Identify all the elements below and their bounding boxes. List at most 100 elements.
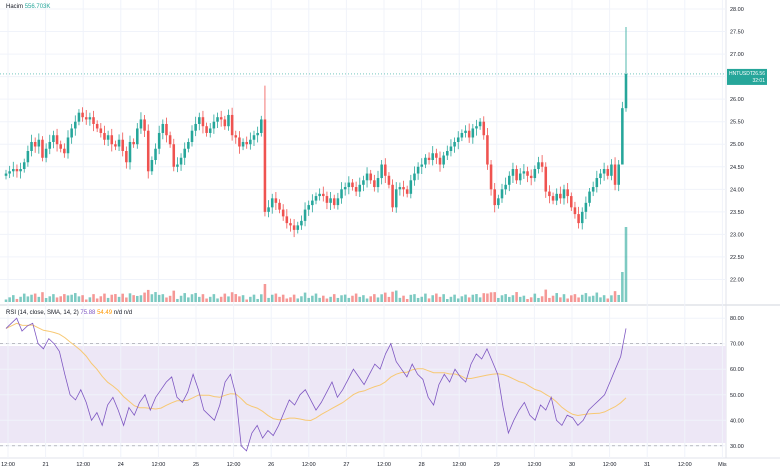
candle-body xyxy=(354,187,358,192)
candle-body xyxy=(420,164,424,167)
volume-bar xyxy=(66,295,70,302)
candle-body xyxy=(307,205,310,210)
candle-body xyxy=(329,198,332,203)
volume-bar xyxy=(238,296,241,302)
candle-body xyxy=(475,126,478,129)
volume-bar xyxy=(511,295,515,302)
candle-body xyxy=(179,157,183,165)
candle-body xyxy=(351,182,354,188)
volume-bar xyxy=(340,295,343,302)
volume-bar xyxy=(500,295,504,302)
candle-body xyxy=(409,180,413,194)
volume-bar xyxy=(59,296,62,302)
volume-bar xyxy=(394,290,398,302)
volume-bar xyxy=(529,297,533,302)
candle-body xyxy=(311,200,314,206)
volume-bar xyxy=(332,294,336,302)
candle-body xyxy=(74,121,77,129)
candle-body xyxy=(322,193,325,197)
volume-bar xyxy=(369,296,372,302)
volume-bar xyxy=(289,297,292,302)
rsi-axis[interactable]: 80.00 70.00 60.00 50.00 40.00 30.00 xyxy=(730,316,744,450)
time-axis-label: 12:00 xyxy=(528,462,542,468)
candle-body xyxy=(478,121,482,127)
candle-body xyxy=(136,128,139,145)
candle-body xyxy=(99,128,103,133)
grid-lines xyxy=(0,0,726,458)
candle-body xyxy=(336,198,340,206)
price-axis-label: 24.00 xyxy=(730,187,744,193)
time-axis-label: 12:00 xyxy=(452,462,466,468)
rsi-legend-ma-value: 54.49 xyxy=(97,310,113,316)
candle-body xyxy=(234,135,238,138)
candle-body xyxy=(533,169,537,179)
volume-bar xyxy=(241,295,245,302)
volume-bar xyxy=(413,294,416,302)
volume-bar xyxy=(26,296,30,302)
candle-body xyxy=(460,132,464,138)
price-tag-symbol: HNTUSDT xyxy=(729,71,753,77)
candle-body xyxy=(522,171,526,174)
price-axis-label: 27.00 xyxy=(730,52,744,58)
candle-body xyxy=(88,117,92,120)
candle-body xyxy=(121,139,124,151)
candle-body xyxy=(347,182,351,188)
volume-bar xyxy=(380,294,383,302)
candle-body xyxy=(103,132,106,140)
candle-body xyxy=(551,196,555,201)
volume-bar xyxy=(402,295,405,302)
price-axis-label: 26.00 xyxy=(730,97,744,103)
volume-bar xyxy=(504,294,507,302)
volume-bar xyxy=(526,299,529,302)
candle-body xyxy=(398,187,402,190)
candle-body xyxy=(497,198,500,206)
candle-body xyxy=(332,198,336,206)
candle-body xyxy=(289,223,292,226)
volume-bar xyxy=(398,297,402,302)
price-axis[interactable]: 28.0027.5027.0026.5026.0025.5025.0024.50… xyxy=(730,7,744,283)
time-axis[interactable]: 12:00 21 12:00 24 12:00 25 12:00 26 12:00 27 12:00… xyxy=(1,462,727,468)
volume-bar xyxy=(270,294,274,302)
volume-bar xyxy=(354,293,358,302)
rsi-line xyxy=(5,317,627,452)
volume-bar xyxy=(74,293,77,302)
volume-bar xyxy=(12,295,15,302)
price-tag-box xyxy=(727,68,767,85)
price-axis-label: 24.50 xyxy=(730,165,744,171)
volume-bar xyxy=(252,294,256,302)
candle-body xyxy=(165,123,168,136)
volume-bar xyxy=(187,297,190,302)
candle-body xyxy=(4,173,8,176)
price-tag-price: 26.56 xyxy=(752,71,765,77)
volume-bar xyxy=(325,298,329,302)
volume-bar xyxy=(8,297,11,302)
candle-body xyxy=(387,175,391,185)
candle-body xyxy=(580,211,584,224)
candle-body xyxy=(570,196,573,208)
volume-bar xyxy=(351,295,354,302)
volume-bar xyxy=(515,292,518,302)
volume-bar xyxy=(300,296,303,302)
volume-bar xyxy=(92,294,95,302)
volume-bar xyxy=(154,292,157,302)
candle-body xyxy=(591,187,595,192)
candle-body xyxy=(168,135,172,145)
candle-body xyxy=(19,169,22,172)
candle-body xyxy=(548,191,551,197)
candle-body xyxy=(442,155,445,165)
candle-body xyxy=(373,180,376,188)
volume-bar xyxy=(63,294,66,302)
candle-body xyxy=(292,225,296,230)
candlestick-series xyxy=(4,27,628,238)
volume-bar xyxy=(256,298,259,302)
volume-bar xyxy=(621,272,624,302)
candle-body xyxy=(486,135,489,165)
candle-body xyxy=(157,132,161,149)
rsi-axis-label: 70.00 xyxy=(730,342,744,348)
candle-body xyxy=(63,148,66,154)
candle-body xyxy=(566,189,569,197)
candle-body xyxy=(128,141,132,163)
candle-body xyxy=(300,220,303,226)
volume-bar xyxy=(219,296,223,302)
